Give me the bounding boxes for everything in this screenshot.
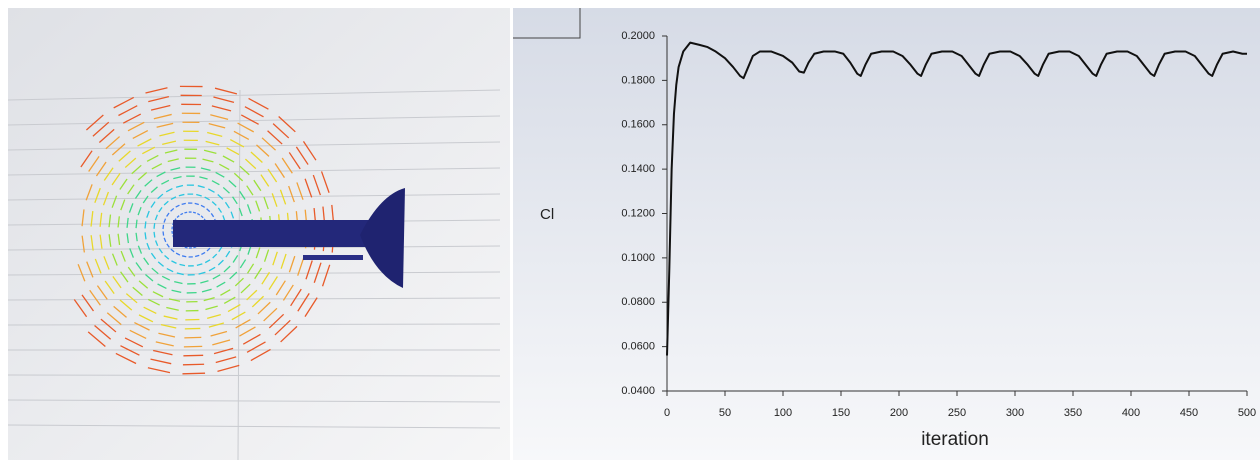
streamline [183, 355, 203, 356]
streamline [145, 221, 146, 228]
y-tick-label: 0.1000 [621, 252, 655, 264]
x-tick-label: 500 [1238, 407, 1256, 419]
x-tick-label: 50 [719, 407, 731, 419]
y-tick-label: 0.1800 [621, 74, 655, 86]
streamline [183, 364, 204, 365]
streamline [184, 212, 187, 213]
streamline [154, 223, 155, 229]
streamline [185, 247, 188, 248]
x-tick-label: 100 [774, 407, 792, 419]
x-tick-label: 150 [832, 407, 850, 419]
x-tick-label: 300 [1006, 407, 1024, 419]
x-tick-label: 450 [1180, 407, 1198, 419]
y-tick-label: 0.1400 [621, 163, 655, 175]
streamline [193, 212, 196, 213]
y-tick-label: 0.0600 [621, 341, 655, 353]
x-tick-label: 0 [664, 407, 670, 419]
y-tick-label: 0.1200 [621, 207, 655, 219]
x-tick-label: 200 [890, 407, 908, 419]
y-tick-label: 0.0400 [621, 385, 655, 397]
streamline [154, 232, 155, 238]
shaft [173, 220, 373, 247]
streamline [193, 247, 196, 248]
x-tick-label: 250 [948, 407, 966, 419]
flow-view [8, 8, 510, 460]
y-axis-label: Cl [540, 206, 554, 223]
x-axis-label: iteration [921, 429, 989, 450]
streamline [163, 231, 164, 235]
streamline [145, 232, 146, 239]
y-tick-label: 0.0800 [621, 296, 655, 308]
blade [303, 255, 363, 260]
streamline [182, 256, 186, 257]
x-tick-label: 400 [1122, 407, 1140, 419]
y-tick-label: 0.2000 [621, 30, 655, 42]
streamline [182, 373, 205, 374]
y-tick-label: 0.1600 [621, 119, 655, 131]
x-tick-label: 350 [1064, 407, 1082, 419]
